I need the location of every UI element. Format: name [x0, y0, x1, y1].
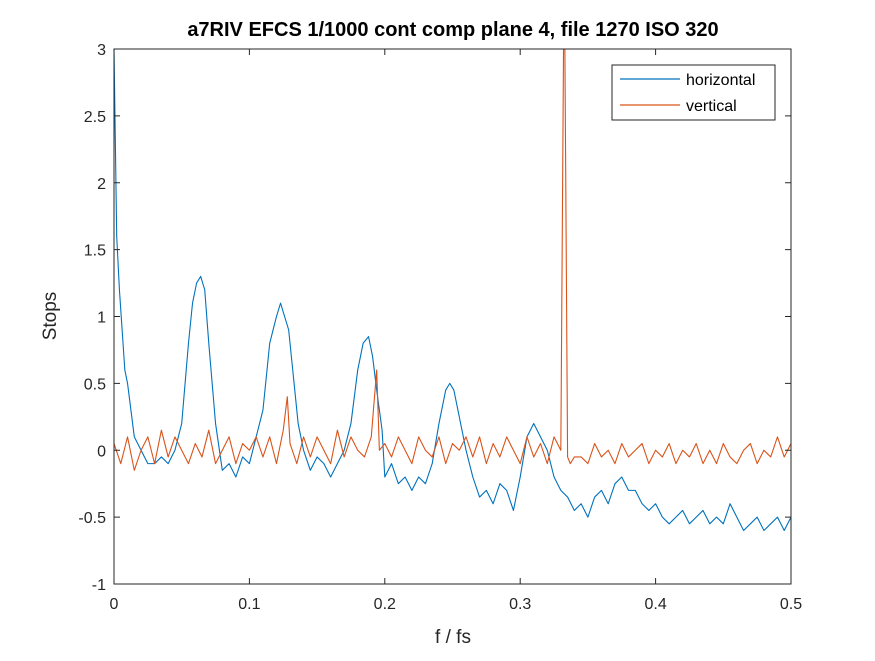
- legend-box: [611, 64, 776, 121]
- x-tick-label: 0.1: [238, 596, 260, 613]
- x-tick-label: 0.3: [509, 596, 531, 613]
- legend: horizontal vertical: [611, 64, 776, 121]
- x-axis-label: f / fs: [435, 627, 471, 648]
- y-tick-label: 2: [97, 176, 106, 193]
- y-tick-label: 2.5: [84, 109, 106, 126]
- series-line-vertical: [113, 48, 792, 471]
- series-line-horizontal: [113, 48, 792, 532]
- y-tick-label: 3: [97, 42, 106, 59]
- y-tick-label: -0.5: [78, 510, 106, 527]
- y-tick-label: -1: [92, 577, 106, 594]
- y-ticks: -1 -0.5 0 0.5 1 1.5 2 2.5 3: [78, 42, 791, 594]
- y-tick-label: 0: [97, 443, 106, 460]
- y-axis-label: Stops: [40, 292, 61, 341]
- x-tick-label: 0.2: [374, 596, 396, 613]
- y-tick-label: 1.5: [84, 243, 106, 260]
- y-tick-label: 0.5: [84, 376, 106, 393]
- x-ticks: 0 0.1 0.2 0.3 0.4 0.5: [110, 49, 802, 613]
- chart-title: a7RIV EFCS 1/1000 cont comp plane 4, fil…: [187, 19, 718, 41]
- x-tick-label: 0.5: [780, 596, 802, 613]
- x-tick-label: 0.4: [644, 596, 666, 613]
- x-tick-label: 0: [110, 596, 119, 613]
- legend-label-vertical: vertical: [686, 98, 737, 115]
- plot-area: [114, 49, 791, 584]
- series-layer: [113, 48, 792, 532]
- legend-label-horizontal: horizontal: [686, 72, 755, 89]
- y-tick-label: 1: [97, 310, 106, 327]
